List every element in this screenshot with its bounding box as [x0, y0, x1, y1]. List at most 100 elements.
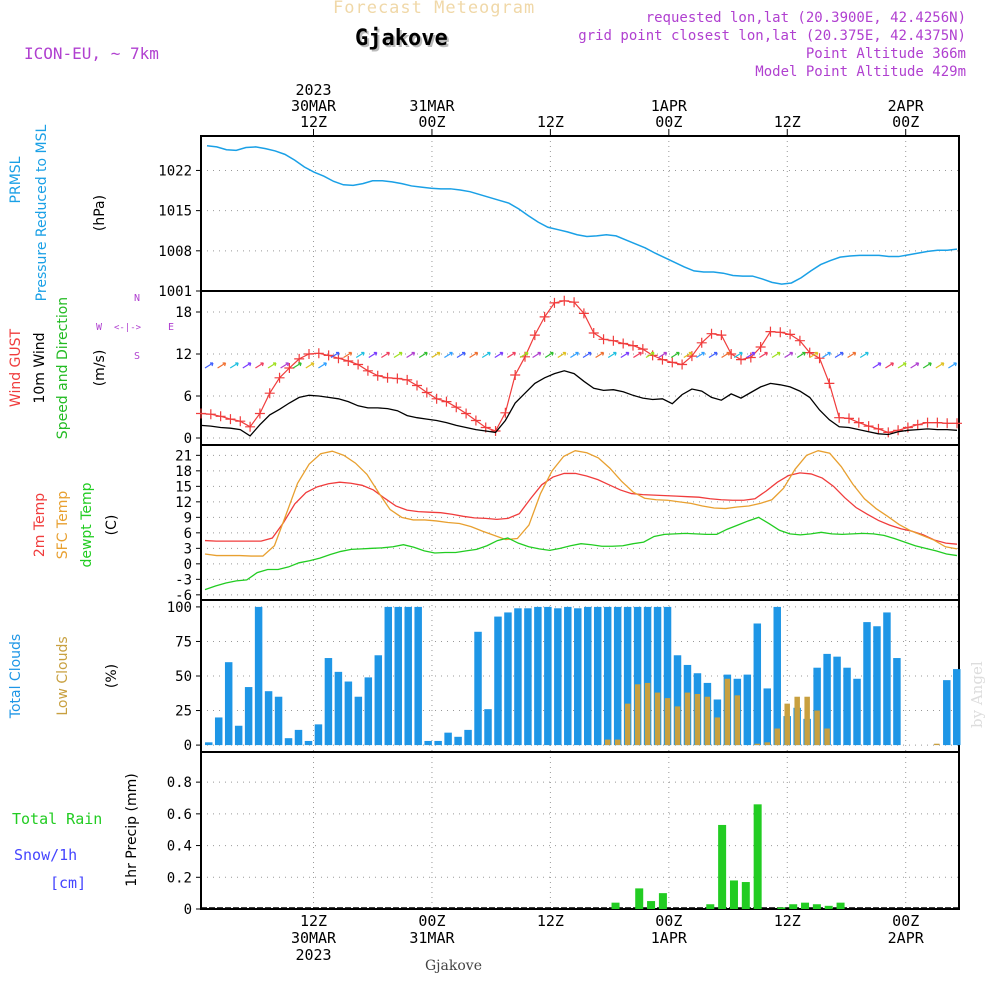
total-cloud-bar: [743, 674, 752, 746]
total-cloud-bar: [623, 606, 632, 746]
total-cloud-bar: [853, 678, 861, 746]
gust-marker: [421, 387, 432, 398]
wind-direction-arrow: [318, 362, 327, 369]
wind-direction-arrow: [481, 351, 491, 359]
total-cloud-bar: [663, 606, 672, 746]
total-cloud-bar: [414, 606, 422, 746]
wind-direction-arrow: [746, 351, 756, 359]
gridpoint-coords: grid point closest lon,lat (20.375E, 42.…: [578, 28, 966, 44]
wind-direction-arrow: [796, 351, 806, 359]
total-cloud-bar: [584, 606, 592, 746]
gust-marker: [205, 409, 216, 420]
wind-direction-arrow: [242, 362, 252, 369]
bottom-time-label: 31MAR: [409, 929, 455, 947]
gust-marker: [441, 396, 452, 407]
top-time-label: 2APR: [888, 97, 925, 115]
wind-direction-arrow: [431, 351, 441, 359]
gust-marker: [353, 359, 364, 370]
y-tick-label: 0: [184, 557, 192, 573]
gust-marker: [245, 421, 256, 432]
wind-direction-arrow: [859, 351, 869, 359]
gust-marker: [313, 348, 324, 359]
legend-snow: Snow/1h: [14, 846, 77, 864]
total-cloud-bar: [254, 606, 263, 746]
top-time-label: 00Z: [892, 113, 919, 131]
total-cloud-bar: [953, 669, 961, 746]
total-cloud-bar: [534, 606, 542, 746]
location-title: Gjakove: [355, 26, 448, 51]
bottom-time-label: 12Z: [774, 912, 801, 930]
total-cloud-bar: [593, 606, 602, 746]
wind-direction-arrow: [620, 351, 630, 359]
total-cloud-bar: [863, 622, 871, 746]
top-time-label: 12Z: [537, 113, 564, 131]
wind-direction-arrow: [292, 362, 302, 369]
top-time-label: 1APR: [651, 97, 688, 115]
total-cloud-bar: [374, 655, 383, 746]
wind-direction-arrow: [935, 362, 945, 369]
total-cloud-bar: [205, 742, 213, 746]
wind-direction-arrow: [822, 351, 831, 359]
gust-marker: [264, 388, 275, 399]
wind-direction-arrow: [267, 362, 277, 369]
bottom-time-label: 1APR: [651, 929, 688, 947]
low-cloud-bar: [784, 703, 790, 746]
pressure-line: [206, 145, 958, 285]
low-cloud-bar: [794, 696, 800, 746]
legend-snow-unit: [cm]: [50, 874, 86, 892]
total-cloud-bar: [224, 662, 233, 746]
wind-direction-arrow: [469, 351, 479, 359]
gust-marker: [559, 295, 570, 306]
y-tick-label: 50: [175, 669, 192, 685]
rain-bar: [729, 880, 738, 909]
total-cloud-bar: [514, 608, 522, 746]
wind-direction-arrow: [721, 351, 731, 359]
wind-direction-arrow: [532, 351, 542, 359]
y-tick-label: 9: [184, 510, 192, 526]
total-cloud-bar: [943, 680, 951, 746]
y-tick-label: 100: [167, 600, 192, 616]
total-cloud-bar: [464, 729, 472, 746]
total-cloud-bar: [314, 724, 323, 746]
total-cloud-bar: [304, 740, 313, 746]
gust-marker: [765, 326, 776, 337]
gust-marker: [294, 353, 305, 364]
gust-marker: [412, 380, 422, 391]
gust-marker: [490, 426, 501, 436]
low-cloud-bar: [824, 728, 830, 746]
gust-marker: [637, 344, 648, 355]
low-cloud-bar: [704, 696, 711, 746]
wind-direction-arrow: [872, 362, 882, 369]
y-tick-label: 0: [184, 738, 192, 754]
total-cloud-bar: [454, 736, 462, 746]
total-cloud-bar: [653, 606, 662, 746]
wind-direction-arrow: [910, 362, 920, 369]
axis-unit-hpa: (hPa): [92, 195, 108, 231]
total-cloud-bar: [404, 606, 412, 746]
total-cloud-bar: [244, 687, 253, 746]
low-cloud-bar: [804, 696, 810, 746]
gust-marker: [215, 411, 226, 422]
gust-marker: [608, 335, 619, 346]
wind-direction-arrow: [696, 351, 705, 359]
gust-marker: [814, 353, 825, 364]
panel-frame: [200, 444, 960, 601]
gust-marker: [922, 417, 933, 428]
gust-marker: [470, 415, 481, 426]
total-cloud-bar: [264, 691, 273, 746]
gust-marker: [932, 417, 943, 428]
gust-marker: [716, 330, 727, 341]
rain-bar: [801, 902, 810, 909]
y-tick-label: 18: [175, 305, 192, 321]
compass-s: S: [134, 351, 140, 362]
low-cloud-bar: [664, 698, 671, 746]
low-cloud-bar: [624, 703, 631, 746]
gust-marker: [736, 354, 746, 365]
gust-marker: [284, 363, 295, 373]
model-label: ICON-EU, ~ 7km: [24, 44, 159, 63]
total-cloud-bar: [344, 681, 353, 746]
y-tick-label: 21: [175, 448, 192, 464]
wind-direction-arrow: [633, 351, 642, 359]
y-tick-label: 1022: [158, 163, 192, 179]
bottom-time-label: 12Z: [300, 912, 327, 930]
